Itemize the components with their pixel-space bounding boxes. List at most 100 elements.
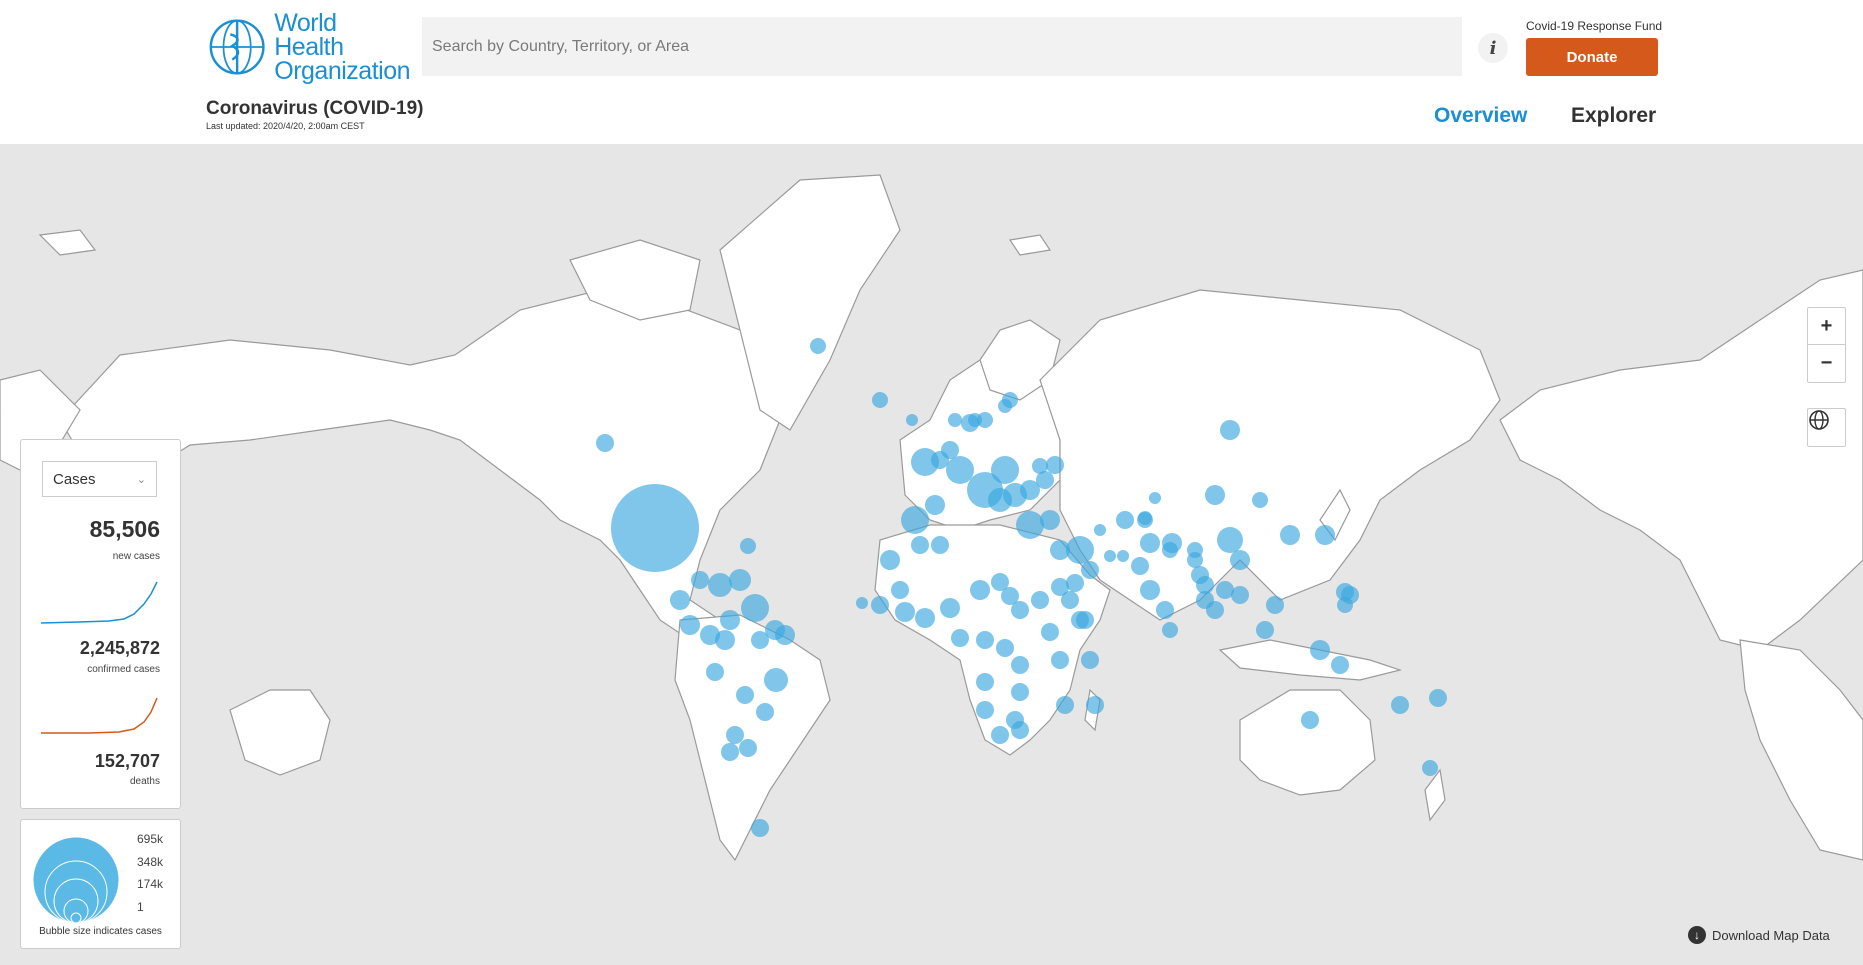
case-bubble[interactable] <box>940 598 960 618</box>
case-bubble[interactable] <box>976 673 994 691</box>
case-bubble[interactable] <box>1081 651 1099 669</box>
case-bubble[interactable] <box>1040 510 1060 530</box>
case-bubble[interactable] <box>1046 456 1064 474</box>
case-bubble[interactable] <box>941 441 959 459</box>
case-bubble[interactable] <box>1429 689 1447 707</box>
case-bubble[interactable] <box>1001 587 1019 605</box>
case-bubble[interactable] <box>996 639 1014 657</box>
case-bubble[interactable] <box>1140 533 1160 553</box>
case-bubble[interactable] <box>1138 511 1152 525</box>
case-bubble[interactable] <box>906 414 918 426</box>
case-bubble[interactable] <box>1061 591 1079 609</box>
metric-select[interactable]: Cases ⌄ <box>42 461 157 497</box>
case-bubble[interactable] <box>739 739 757 757</box>
case-bubble[interactable] <box>1066 574 1084 592</box>
case-bubble[interactable] <box>1081 561 1099 579</box>
zoom-out-button[interactable]: − <box>1820 351 1833 374</box>
case-bubble[interactable] <box>1131 557 1149 575</box>
case-bubble[interactable] <box>715 630 735 650</box>
case-bubble[interactable] <box>976 631 994 649</box>
case-bubble[interactable] <box>751 819 769 837</box>
case-bubble[interactable] <box>1056 696 1074 714</box>
case-bubble[interactable] <box>1391 696 1409 714</box>
case-bubble[interactable] <box>1336 583 1354 601</box>
case-bubble[interactable] <box>1011 601 1029 619</box>
case-bubble[interactable] <box>708 573 732 597</box>
case-bubble[interactable] <box>736 686 754 704</box>
case-bubble[interactable] <box>1280 525 1300 545</box>
case-bubble[interactable] <box>670 590 690 610</box>
case-bubble[interactable] <box>946 456 974 484</box>
case-bubble[interactable] <box>1020 480 1040 500</box>
case-bubble[interactable] <box>1041 623 1059 641</box>
case-bubble[interactable] <box>1217 527 1243 553</box>
case-bubble[interactable] <box>1252 492 1268 508</box>
case-bubble[interactable] <box>775 625 795 645</box>
case-bubble[interactable] <box>1315 525 1335 545</box>
case-bubble[interactable] <box>1031 591 1049 609</box>
case-bubble[interactable] <box>1094 524 1106 536</box>
search-input[interactable] <box>422 17 1462 76</box>
case-bubble[interactable] <box>1086 696 1104 714</box>
case-bubble[interactable] <box>721 743 739 761</box>
case-bubble[interactable] <box>1205 485 1225 505</box>
case-bubble[interactable] <box>1066 536 1094 564</box>
case-bubble[interactable] <box>1230 550 1250 570</box>
tab-explorer[interactable]: Explorer <box>1571 104 1657 127</box>
case-bubble[interactable] <box>931 536 949 554</box>
case-bubble[interactable] <box>1016 511 1044 539</box>
case-bubble[interactable] <box>1256 621 1274 639</box>
case-bubble[interactable] <box>1002 392 1018 408</box>
case-bubble[interactable] <box>1162 533 1182 553</box>
case-bubble[interactable] <box>1331 656 1349 674</box>
case-bubble[interactable] <box>1301 711 1319 729</box>
case-bubble[interactable] <box>1076 611 1094 629</box>
case-bubble[interactable] <box>901 506 929 534</box>
case-bubble[interactable] <box>1231 586 1249 604</box>
who-logo[interactable]: World Health Organization <box>205 11 410 84</box>
case-bubble[interactable] <box>764 668 788 692</box>
case-bubble[interactable] <box>976 701 994 719</box>
case-bubble[interactable] <box>991 456 1019 484</box>
case-bubble[interactable] <box>961 414 979 432</box>
case-bubble[interactable] <box>1011 683 1029 701</box>
case-bubble[interactable] <box>1220 420 1240 440</box>
case-bubble[interactable] <box>911 448 939 476</box>
case-bubble[interactable] <box>680 615 700 635</box>
zoom-in-button[interactable]: + <box>1808 308 1845 345</box>
case-bubble[interactable] <box>596 434 614 452</box>
case-bubble[interactable] <box>1036 471 1054 489</box>
case-bubble[interactable] <box>871 596 889 614</box>
case-bubble[interactable] <box>1191 566 1209 584</box>
case-bubble[interactable] <box>977 412 993 428</box>
case-bubble[interactable] <box>726 726 744 744</box>
case-bubble[interactable] <box>1104 550 1116 562</box>
case-bubble[interactable] <box>611 484 699 572</box>
case-bubble[interactable] <box>1337 597 1353 613</box>
case-bubble[interactable] <box>1149 492 1161 504</box>
case-bubble[interactable] <box>720 610 740 630</box>
case-bubble[interactable] <box>741 594 769 622</box>
case-bubble[interactable] <box>1011 721 1029 739</box>
case-bubble[interactable] <box>895 602 915 622</box>
tab-overview[interactable]: Overview <box>1434 104 1528 127</box>
case-bubble[interactable] <box>1032 458 1048 474</box>
case-bubble[interactable] <box>1216 581 1234 599</box>
case-bubble[interactable] <box>1422 760 1438 776</box>
case-bubble[interactable] <box>891 581 909 599</box>
case-bubble[interactable] <box>872 392 888 408</box>
download-map-data-button[interactable]: ↓ Download Map Data <box>1688 926 1830 944</box>
globe-button[interactable] <box>1807 408 1846 447</box>
case-bubble[interactable] <box>1156 601 1174 619</box>
case-bubble[interactable] <box>1187 552 1203 568</box>
case-bubble[interactable] <box>911 536 929 554</box>
case-bubble[interactable] <box>951 629 969 647</box>
case-bubble[interactable] <box>1050 540 1070 560</box>
case-bubble[interactable] <box>991 726 1009 744</box>
case-bubble[interactable] <box>856 597 868 609</box>
case-bubble[interactable] <box>1206 601 1224 619</box>
case-bubble[interactable] <box>706 663 724 681</box>
case-bubble[interactable] <box>1140 580 1160 600</box>
case-bubble[interactable] <box>810 338 826 354</box>
case-bubble[interactable] <box>740 538 756 554</box>
